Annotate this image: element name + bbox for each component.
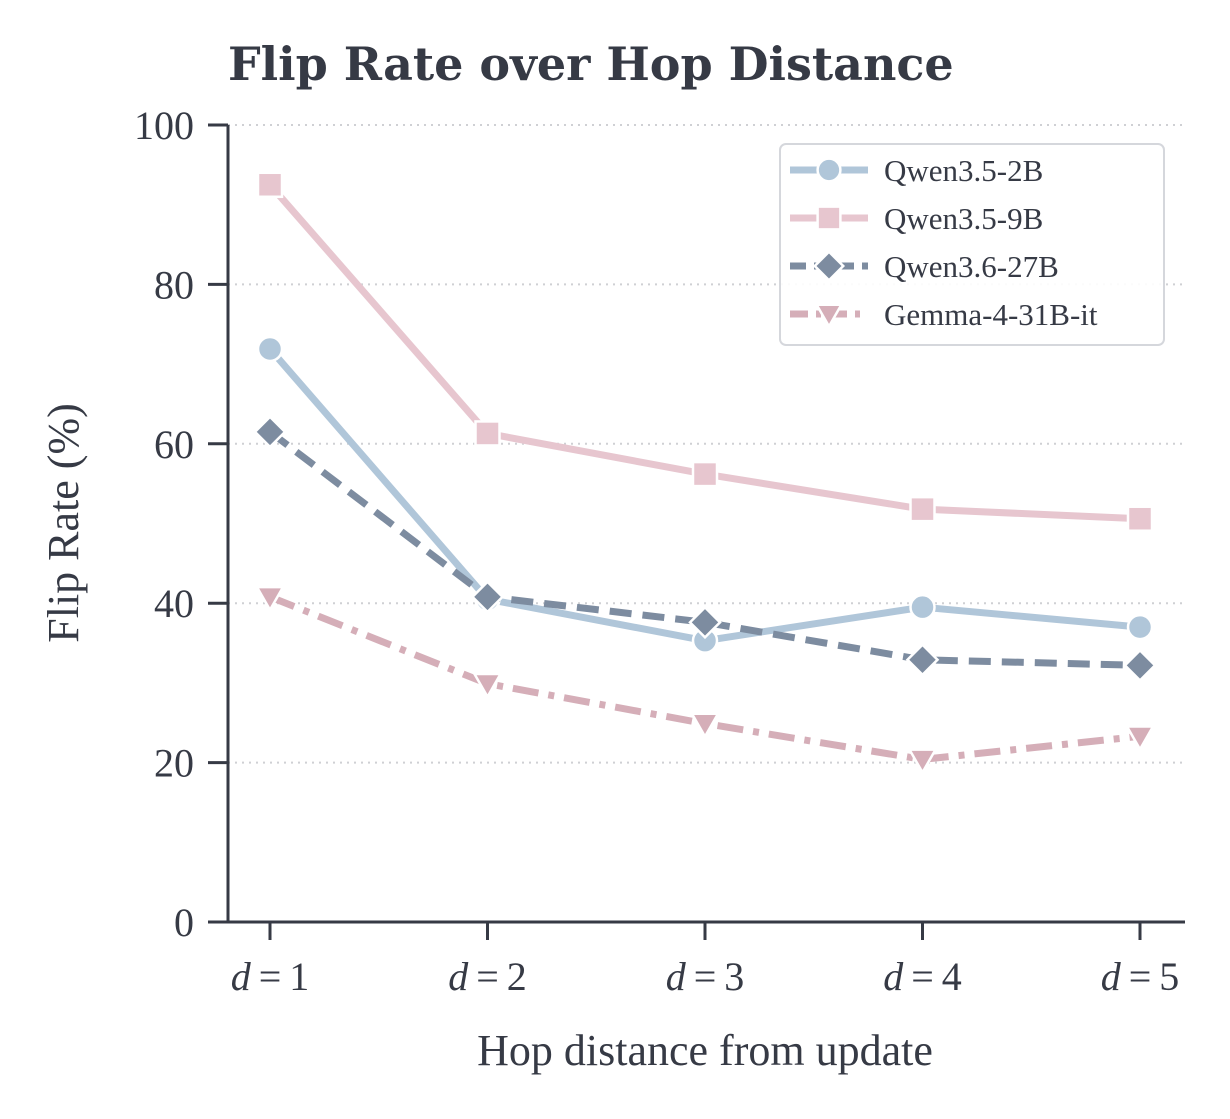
x-axis-label: Hop distance from update [477, 1026, 933, 1075]
series-Qwen3.5-9B [256, 171, 1154, 532]
legend-label: Qwen3.6-27B [884, 249, 1059, 284]
x-tick-label: d = 4 [883, 954, 962, 999]
y-tick-label: 60 [154, 422, 194, 467]
data-point [905, 643, 940, 677]
legend-box [779, 143, 1165, 346]
data-point [688, 605, 722, 640]
data-point [474, 420, 501, 447]
y-tick-label: 0 [174, 900, 194, 945]
data-point [256, 335, 284, 363]
legend-entry: Qwen3.5-9B [790, 201, 1043, 236]
legend-entry: Qwen3.5-2B [790, 153, 1043, 188]
x-tick-label: d = 2 [448, 954, 527, 999]
series-Gemma-4-31B-it [254, 585, 1156, 775]
data-point [470, 580, 505, 614]
legend-entry: Gemma-4-31B-it [790, 297, 1098, 332]
series-Qwen3.5-2B [256, 335, 1154, 654]
data-point [1123, 648, 1157, 683]
legend-label: Gemma-4-31B-it [884, 297, 1098, 332]
data-point [907, 748, 938, 775]
data-point [1124, 725, 1156, 752]
legend-entry: Qwen3.6-27B [790, 249, 1059, 284]
data-point [691, 460, 719, 488]
data-point [909, 593, 936, 621]
series-Qwen3.6-27B [253, 415, 1157, 683]
data-point [1126, 613, 1154, 641]
legend: Qwen3.5-2B Qwen3.5-9B Qwen3.6-27B Gemma-4-3… [779, 143, 1165, 346]
data-point [254, 585, 286, 613]
series-line [267, 429, 1141, 669]
x-tick-label: d = 1 [231, 954, 310, 999]
data-point [1126, 505, 1154, 532]
data-point [816, 205, 842, 231]
chart-title: Flip Rate over Hop Distance [228, 37, 954, 91]
data-point [689, 712, 721, 740]
y-tick-label: 40 [154, 581, 194, 626]
series-line [267, 346, 1141, 645]
data-point [816, 157, 842, 183]
data-point [812, 249, 846, 283]
data-point [256, 171, 284, 199]
data-point [472, 672, 503, 700]
x-tick-label: d = 5 [1101, 954, 1180, 999]
data-point [814, 303, 844, 329]
y-axis-label: Flip Rate (%) [39, 403, 88, 643]
axes: 0 20 40 60 80 100 d = 1 d = 2 d = 3 d = 4 d = 5 [134, 103, 1185, 999]
legend-label: Qwen3.5-2B [884, 153, 1043, 188]
legend-label: Qwen3.5-9B [884, 201, 1043, 236]
x-tick-label: d = 3 [666, 954, 745, 999]
data-point [253, 415, 287, 449]
data-point [909, 495, 936, 523]
y-tick-label: 80 [154, 262, 194, 307]
series-lines [253, 171, 1157, 775]
y-tick-label: 20 [154, 741, 194, 786]
y-tick-label: 100 [134, 103, 194, 148]
